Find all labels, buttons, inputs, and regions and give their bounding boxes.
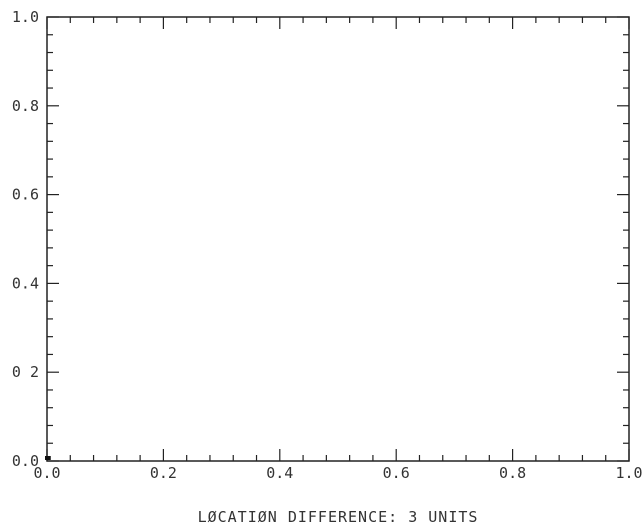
y-tick-label: 0.6: [12, 186, 39, 204]
plot-frame: [46, 16, 630, 462]
x-axis-title: LØCATIØN DIFFERENCE: 3 UNITS: [198, 508, 479, 526]
y-tick-label: 0.4: [12, 274, 39, 292]
ticks: [46, 16, 630, 462]
x-tick-label: 0.2: [150, 464, 177, 482]
x-tick-label: 0.0: [33, 464, 60, 482]
y-tick-label: 0 2: [12, 363, 39, 381]
y-tick-label: 0.0: [12, 452, 39, 470]
x-tick-label: 0.4: [266, 464, 293, 482]
x-tick-label: 0.6: [383, 464, 410, 482]
y-tick-label: 0.8: [12, 97, 39, 115]
data-points: [45, 456, 51, 460]
x-tick-label: 1.0: [615, 464, 642, 482]
y-tick-label: 1.0: [12, 8, 39, 26]
tick-labels: 0.0 0.2 0.4 0.6 0.8 1.0 0.0 0 2 0.4 0.6 0.8 1.0: [12, 8, 642, 482]
x-tick-label: 0.8: [499, 464, 526, 482]
data-point: [46, 456, 51, 460]
